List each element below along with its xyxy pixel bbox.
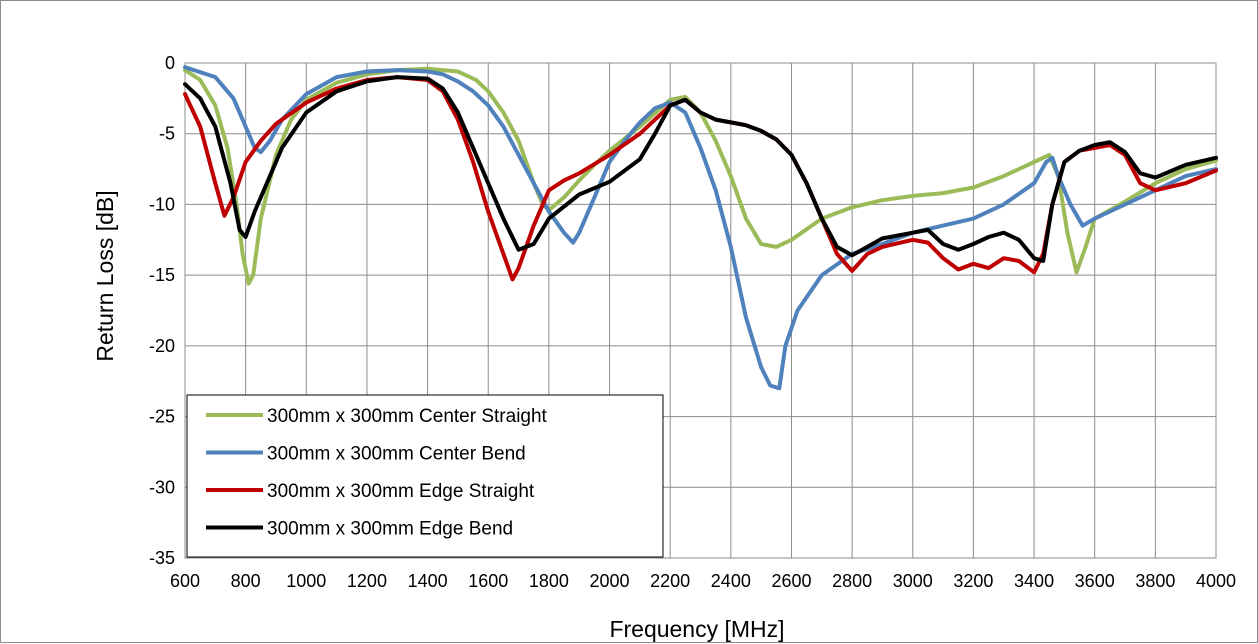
- y-axis-title: Return Loss [dB]: [92, 190, 118, 361]
- x-tick-label: 2000: [590, 571, 630, 591]
- series-line-4: [183, 75, 1218, 263]
- legend-entry-label: 300mm x 300mm Center Straight: [267, 406, 548, 427]
- x-tick-label: 1400: [408, 571, 448, 591]
- x-tick-label: 1000: [286, 571, 326, 591]
- legend-entry-label: 300mm x 300mm Edge Bend: [267, 519, 513, 540]
- x-tick-label: 1800: [529, 571, 569, 591]
- y-tick-label: -30: [149, 477, 175, 497]
- plot-frame: [184, 62, 1217, 559]
- legend-entry-label: 300mm x 300mm Center Bend: [267, 444, 526, 465]
- y-tick-label: 0: [165, 53, 175, 73]
- x-tick-label: 3400: [1014, 571, 1054, 591]
- x-tick-label: 2800: [832, 571, 872, 591]
- y-tick-label: -35: [149, 548, 175, 568]
- x-axis-ticks: 600 800 1000 1200 1400 1600 1800 2000 2200 2400 26…: [170, 571, 1236, 591]
- series-line-2: [183, 65, 1218, 391]
- y-axis-ticks: 0 -5 -10 -15 -20 -25 -30 -35: [149, 53, 175, 568]
- y-tick-label: -15: [149, 265, 175, 285]
- x-tick-label: 1600: [468, 571, 508, 591]
- legend: 300mm x 300mm Center Straight 300mm x 300…: [186, 394, 664, 558]
- x-tick-label: 3600: [1075, 571, 1115, 591]
- x-tick-label: 3800: [1135, 571, 1175, 591]
- y-tick-label: -10: [149, 194, 175, 214]
- y-tick-label: -5: [159, 124, 175, 144]
- x-tick-label: 3000: [893, 571, 933, 591]
- x-tick-label: 3200: [953, 571, 993, 591]
- legend-entry-label: 300mm x 300mm Edge Straight: [267, 481, 535, 502]
- x-tick-label: 600: [170, 571, 200, 591]
- x-tick-label: 2200: [650, 571, 690, 591]
- x-tick-label: 800: [231, 571, 261, 591]
- x-axis-title: Frequency [MHz]: [609, 616, 784, 642]
- y-tick-label: -20: [149, 336, 175, 356]
- legend-box: [186, 394, 664, 558]
- x-tick-label: 1200: [347, 571, 387, 591]
- series-layer: [183, 65, 1218, 391]
- y-tick-label: -25: [149, 407, 175, 427]
- plot-border: [184, 62, 1217, 559]
- x-tick-label: 2400: [711, 571, 751, 591]
- x-tick-label: 2600: [771, 571, 811, 591]
- x-tick-label: 4000: [1196, 571, 1236, 591]
